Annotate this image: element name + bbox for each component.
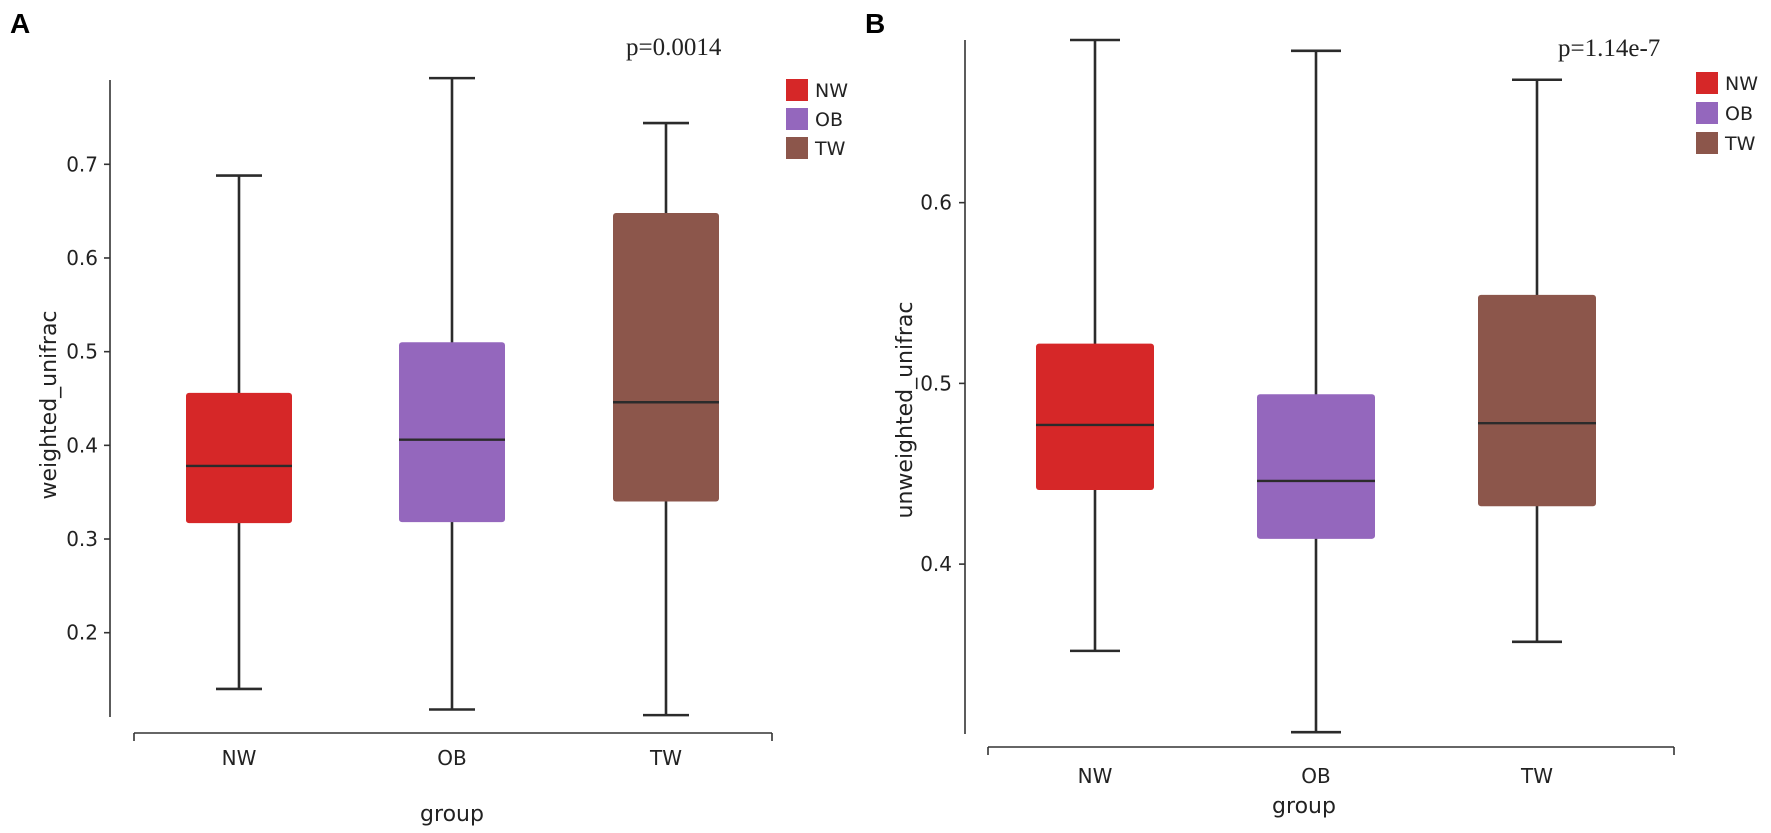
box-b-ob (1257, 49, 1375, 734)
x-axis-a: NW OB TW (133, 733, 773, 770)
box-body-b-nw (1036, 343, 1154, 491)
legend-swatch-b-nw (1696, 72, 1718, 94)
y-tick-a-0.3: 0.3 (66, 527, 110, 551)
x-tick-label-a-ob: OB (437, 746, 466, 770)
y-tick-a-0.4: 0.4 (66, 433, 110, 457)
box-a-ob (399, 76, 505, 711)
y-tick-label-b: 0.6 (920, 191, 952, 215)
p-value-a: p=0.0014 (626, 34, 722, 61)
box-body-a-ob (399, 342, 505, 523)
legend-label-a-ob: OB (815, 109, 843, 131)
y-axis-b: 0.4 0.5 0.6 (920, 191, 965, 576)
legend-a: NW OB TW (786, 79, 848, 160)
y-tick-label-a: 0.4 (66, 433, 98, 457)
legend-item-b-tw: TW (1696, 132, 1756, 155)
y-axis-title-b: unweighted_unifrac (893, 302, 918, 519)
y-tick-a-0.7: 0.7 (66, 152, 110, 176)
y-tick-label-b: 0.4 (920, 552, 952, 576)
y-tick-label-a: 0.5 (66, 340, 98, 364)
x-axis-b: NW OB TW (987, 747, 1675, 788)
legend-label-b-tw: TW (1724, 133, 1756, 155)
panel-label-a: A (10, 8, 30, 39)
y-tick-b-0.5: 0.5 (920, 371, 965, 395)
boxes-a (186, 76, 719, 717)
y-tick-a-0.2: 0.2 (66, 621, 110, 645)
panel-label-b: B (865, 8, 885, 39)
panel-a: A p=0.0014 0.2 0.3 0.4 0.5 0.6 0.7 NW OB… (10, 8, 848, 827)
x-axis-title-b: group (1272, 794, 1336, 819)
legend-swatch-b-ob (1696, 102, 1718, 124)
y-tick-b-0.6: 0.6 (920, 191, 965, 215)
x-tick-label-b-ob: OB (1301, 764, 1330, 788)
x-axis-title-a: group (420, 802, 484, 827)
legend-label-a-nw: NW (815, 80, 848, 102)
x-tick-label-a-nw: NW (222, 746, 257, 770)
panel-b: B p=1.14e-7 0.4 0.5 0.6 NW OB TW group u… (865, 8, 1758, 819)
y-tick-label-b: 0.5 (920, 371, 952, 395)
legend-label-b-ob: OB (1725, 103, 1753, 125)
box-body-a-nw (186, 392, 292, 524)
p-value-b: p=1.14e-7 (1558, 35, 1660, 62)
box-body-b-ob (1257, 394, 1375, 539)
y-tick-b-0.4: 0.4 (920, 552, 965, 576)
legend-label-b-nw: NW (1725, 73, 1758, 95)
y-axis-a: 0.2 0.3 0.4 0.5 0.6 0.7 (66, 152, 110, 645)
box-body-a-tw (613, 213, 719, 502)
legend-item-a-nw: NW (786, 79, 848, 102)
box-a-tw (613, 121, 719, 717)
legend-swatch-a-ob (786, 108, 808, 130)
legend-item-a-tw: TW (786, 137, 846, 160)
legend-swatch-a-tw (786, 137, 808, 159)
box-b-tw (1478, 78, 1596, 644)
legend-swatch-a-nw (786, 79, 808, 101)
legend-item-a-ob: OB (786, 108, 843, 131)
y-tick-a-0.6: 0.6 (66, 246, 110, 270)
legend-swatch-b-tw (1696, 132, 1718, 154)
y-tick-label-a: 0.3 (66, 527, 98, 551)
boxes-b (1036, 38, 1596, 734)
legend-item-b-ob: OB (1696, 102, 1753, 125)
y-tick-label-a: 0.6 (66, 246, 98, 270)
box-a-nw (186, 174, 292, 691)
y-tick-a-0.5: 0.5 (66, 340, 110, 364)
legend-b: NW OB TW (1696, 72, 1758, 155)
legend-item-b-nw: NW (1696, 72, 1758, 95)
x-tick-label-a-tw: TW (649, 746, 682, 770)
box-body-b-tw (1478, 294, 1596, 507)
x-tick-label-b-nw: NW (1078, 764, 1113, 788)
box-b-nw (1036, 38, 1154, 653)
y-tick-label-a: 0.2 (66, 621, 98, 645)
legend-label-a-tw: TW (814, 138, 846, 160)
y-tick-label-a: 0.7 (66, 152, 98, 176)
y-axis-title-a: weighted_unifrac (37, 310, 62, 499)
x-tick-label-b-tw: TW (1520, 764, 1553, 788)
